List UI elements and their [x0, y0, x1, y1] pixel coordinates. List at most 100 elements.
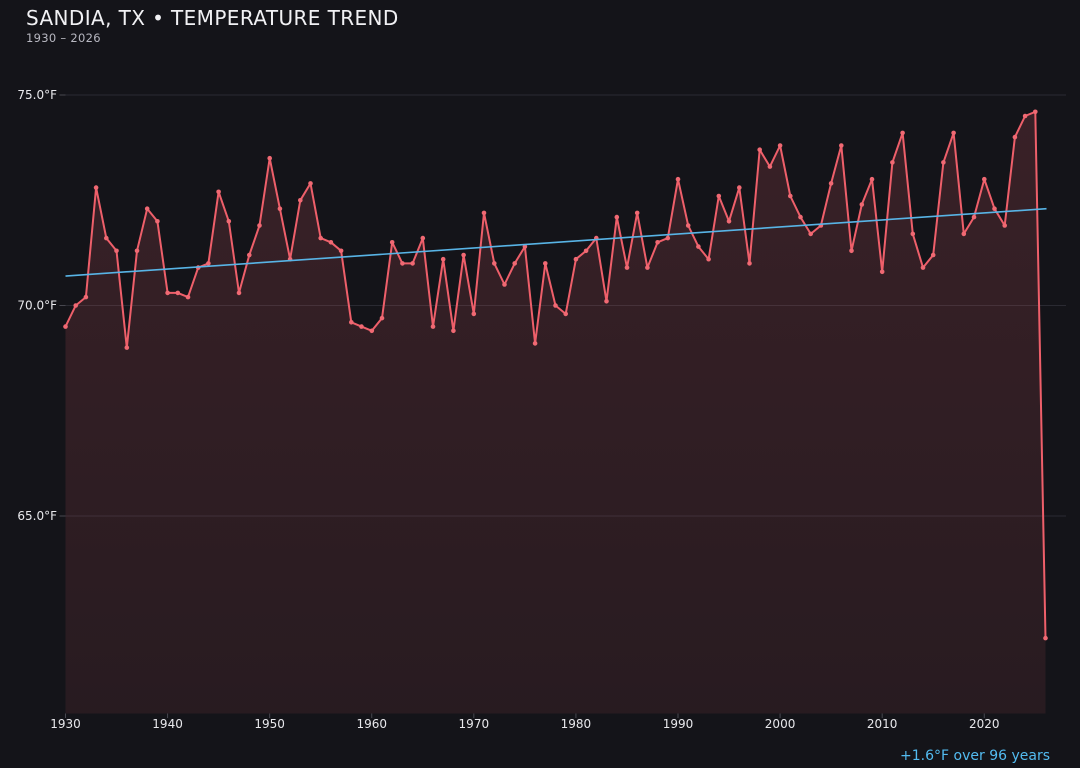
data-point-marker — [716, 193, 722, 199]
data-point-marker — [206, 261, 211, 266]
data-point-marker — [83, 294, 89, 300]
data-point-marker — [930, 252, 936, 258]
data-point-marker — [971, 214, 977, 220]
data-point-marker — [900, 130, 905, 136]
data-point-marker — [665, 235, 671, 241]
data-point-marker — [440, 256, 446, 262]
chart-header: SANDIA, TX • TEMPERATURE TREND 1930 – 20… — [26, 6, 399, 45]
data-point-marker — [583, 248, 589, 254]
data-point-marker — [155, 219, 160, 224]
data-point-marker — [93, 185, 99, 190]
chart-title: SANDIA, TX • TEMPERATURE TREND — [26, 6, 399, 30]
data-point-marker — [338, 248, 344, 254]
x-axis-tick-label: 2020 — [969, 717, 1000, 731]
data-point-marker — [747, 261, 752, 266]
data-point-marker — [308, 181, 313, 186]
data-point-marker — [951, 130, 956, 136]
data-point-marker — [706, 256, 711, 262]
data-point-marker — [420, 235, 426, 241]
data-point-marker — [788, 193, 793, 199]
data-point-marker — [247, 252, 252, 258]
data-point-marker — [941, 160, 946, 165]
data-point-marker — [144, 206, 150, 211]
data-point-marker — [267, 155, 273, 161]
data-point-marker — [236, 290, 242, 296]
data-point-marker — [879, 269, 885, 275]
data-point-marker — [798, 214, 803, 220]
data-point-marker — [359, 324, 364, 329]
data-point-marker — [298, 198, 303, 203]
data-point-marker — [257, 223, 262, 228]
data-point-marker — [461, 252, 466, 258]
data-point-marker — [471, 311, 477, 317]
trend-line — [65, 207, 1047, 277]
data-point-marker — [614, 214, 620, 220]
data-point-marker — [104, 235, 109, 241]
data-point-marker — [481, 210, 487, 216]
data-point-marker — [1002, 223, 1007, 228]
data-point-marker — [890, 160, 895, 165]
y-axis-tick-label: 70.0°F — [17, 299, 57, 313]
data-point-marker — [379, 315, 385, 321]
data-point-marker — [522, 244, 528, 249]
x-axis-tick-label: 1940 — [152, 717, 183, 731]
chart-subtitle: 1930 – 2026 — [26, 31, 101, 45]
data-point-marker — [389, 240, 395, 245]
data-point-marker — [675, 176, 681, 182]
y-axis-tick-label: 65.0°F — [17, 509, 57, 523]
temperature-area-fill — [65, 111, 1046, 714]
data-point-marker — [777, 143, 783, 148]
x-axis-tick-label: 1960 — [356, 717, 387, 731]
data-point-marker — [410, 261, 415, 266]
data-point-marker — [1043, 635, 1048, 641]
data-point-marker — [175, 290, 181, 296]
data-point-marker — [430, 324, 436, 329]
data-point-marker — [828, 181, 834, 186]
data-point-marker — [767, 164, 773, 169]
data-point-marker — [696, 244, 701, 249]
data-point-marker — [869, 176, 875, 182]
data-point-marker — [685, 223, 691, 228]
data-point-marker — [808, 231, 813, 237]
data-point-marker — [655, 240, 660, 245]
data-point-marker — [400, 261, 405, 266]
data-point-marker — [920, 265, 926, 270]
data-point-marker — [226, 219, 232, 224]
data-point-marker — [63, 324, 68, 329]
data-point-marker — [543, 261, 548, 266]
data-point-marker — [1033, 109, 1038, 115]
x-axis-tick-label: 2010 — [867, 717, 898, 731]
data-point-marker — [737, 185, 742, 190]
x-axis-tick-label: 1990 — [663, 717, 694, 731]
data-point-marker — [726, 219, 732, 224]
data-point-marker — [349, 320, 354, 325]
data-point-marker — [1022, 113, 1028, 119]
data-point-marker — [1012, 134, 1018, 140]
x-axis-tick-label: 1980 — [561, 717, 592, 731]
data-point-marker — [216, 189, 221, 195]
data-point-marker — [492, 261, 497, 266]
data-point-marker — [502, 282, 507, 287]
data-point-marker — [532, 341, 538, 346]
data-point-marker — [982, 176, 987, 182]
data-point-marker — [910, 231, 916, 237]
x-axis-tick-label: 1970 — [459, 717, 490, 731]
data-point-marker — [369, 328, 375, 334]
x-axis-tick-label: 1950 — [254, 717, 285, 731]
data-point-marker — [573, 256, 579, 262]
x-axis-tick-label: 2000 — [765, 717, 796, 731]
data-point-marker — [185, 294, 191, 300]
data-point-marker — [451, 328, 456, 334]
data-point-marker — [645, 265, 650, 270]
data-point-marker — [634, 210, 640, 216]
data-point-marker — [114, 248, 119, 254]
data-point-marker — [553, 303, 558, 308]
trend-annotation: +1.6°F over 96 years — [900, 748, 1050, 764]
data-point-marker — [328, 240, 334, 245]
data-point-marker — [839, 143, 844, 148]
x-axis-tick-label: 1930 — [50, 717, 81, 731]
data-point-marker — [318, 235, 324, 241]
data-point-marker — [859, 202, 865, 207]
data-point-marker — [512, 261, 517, 266]
